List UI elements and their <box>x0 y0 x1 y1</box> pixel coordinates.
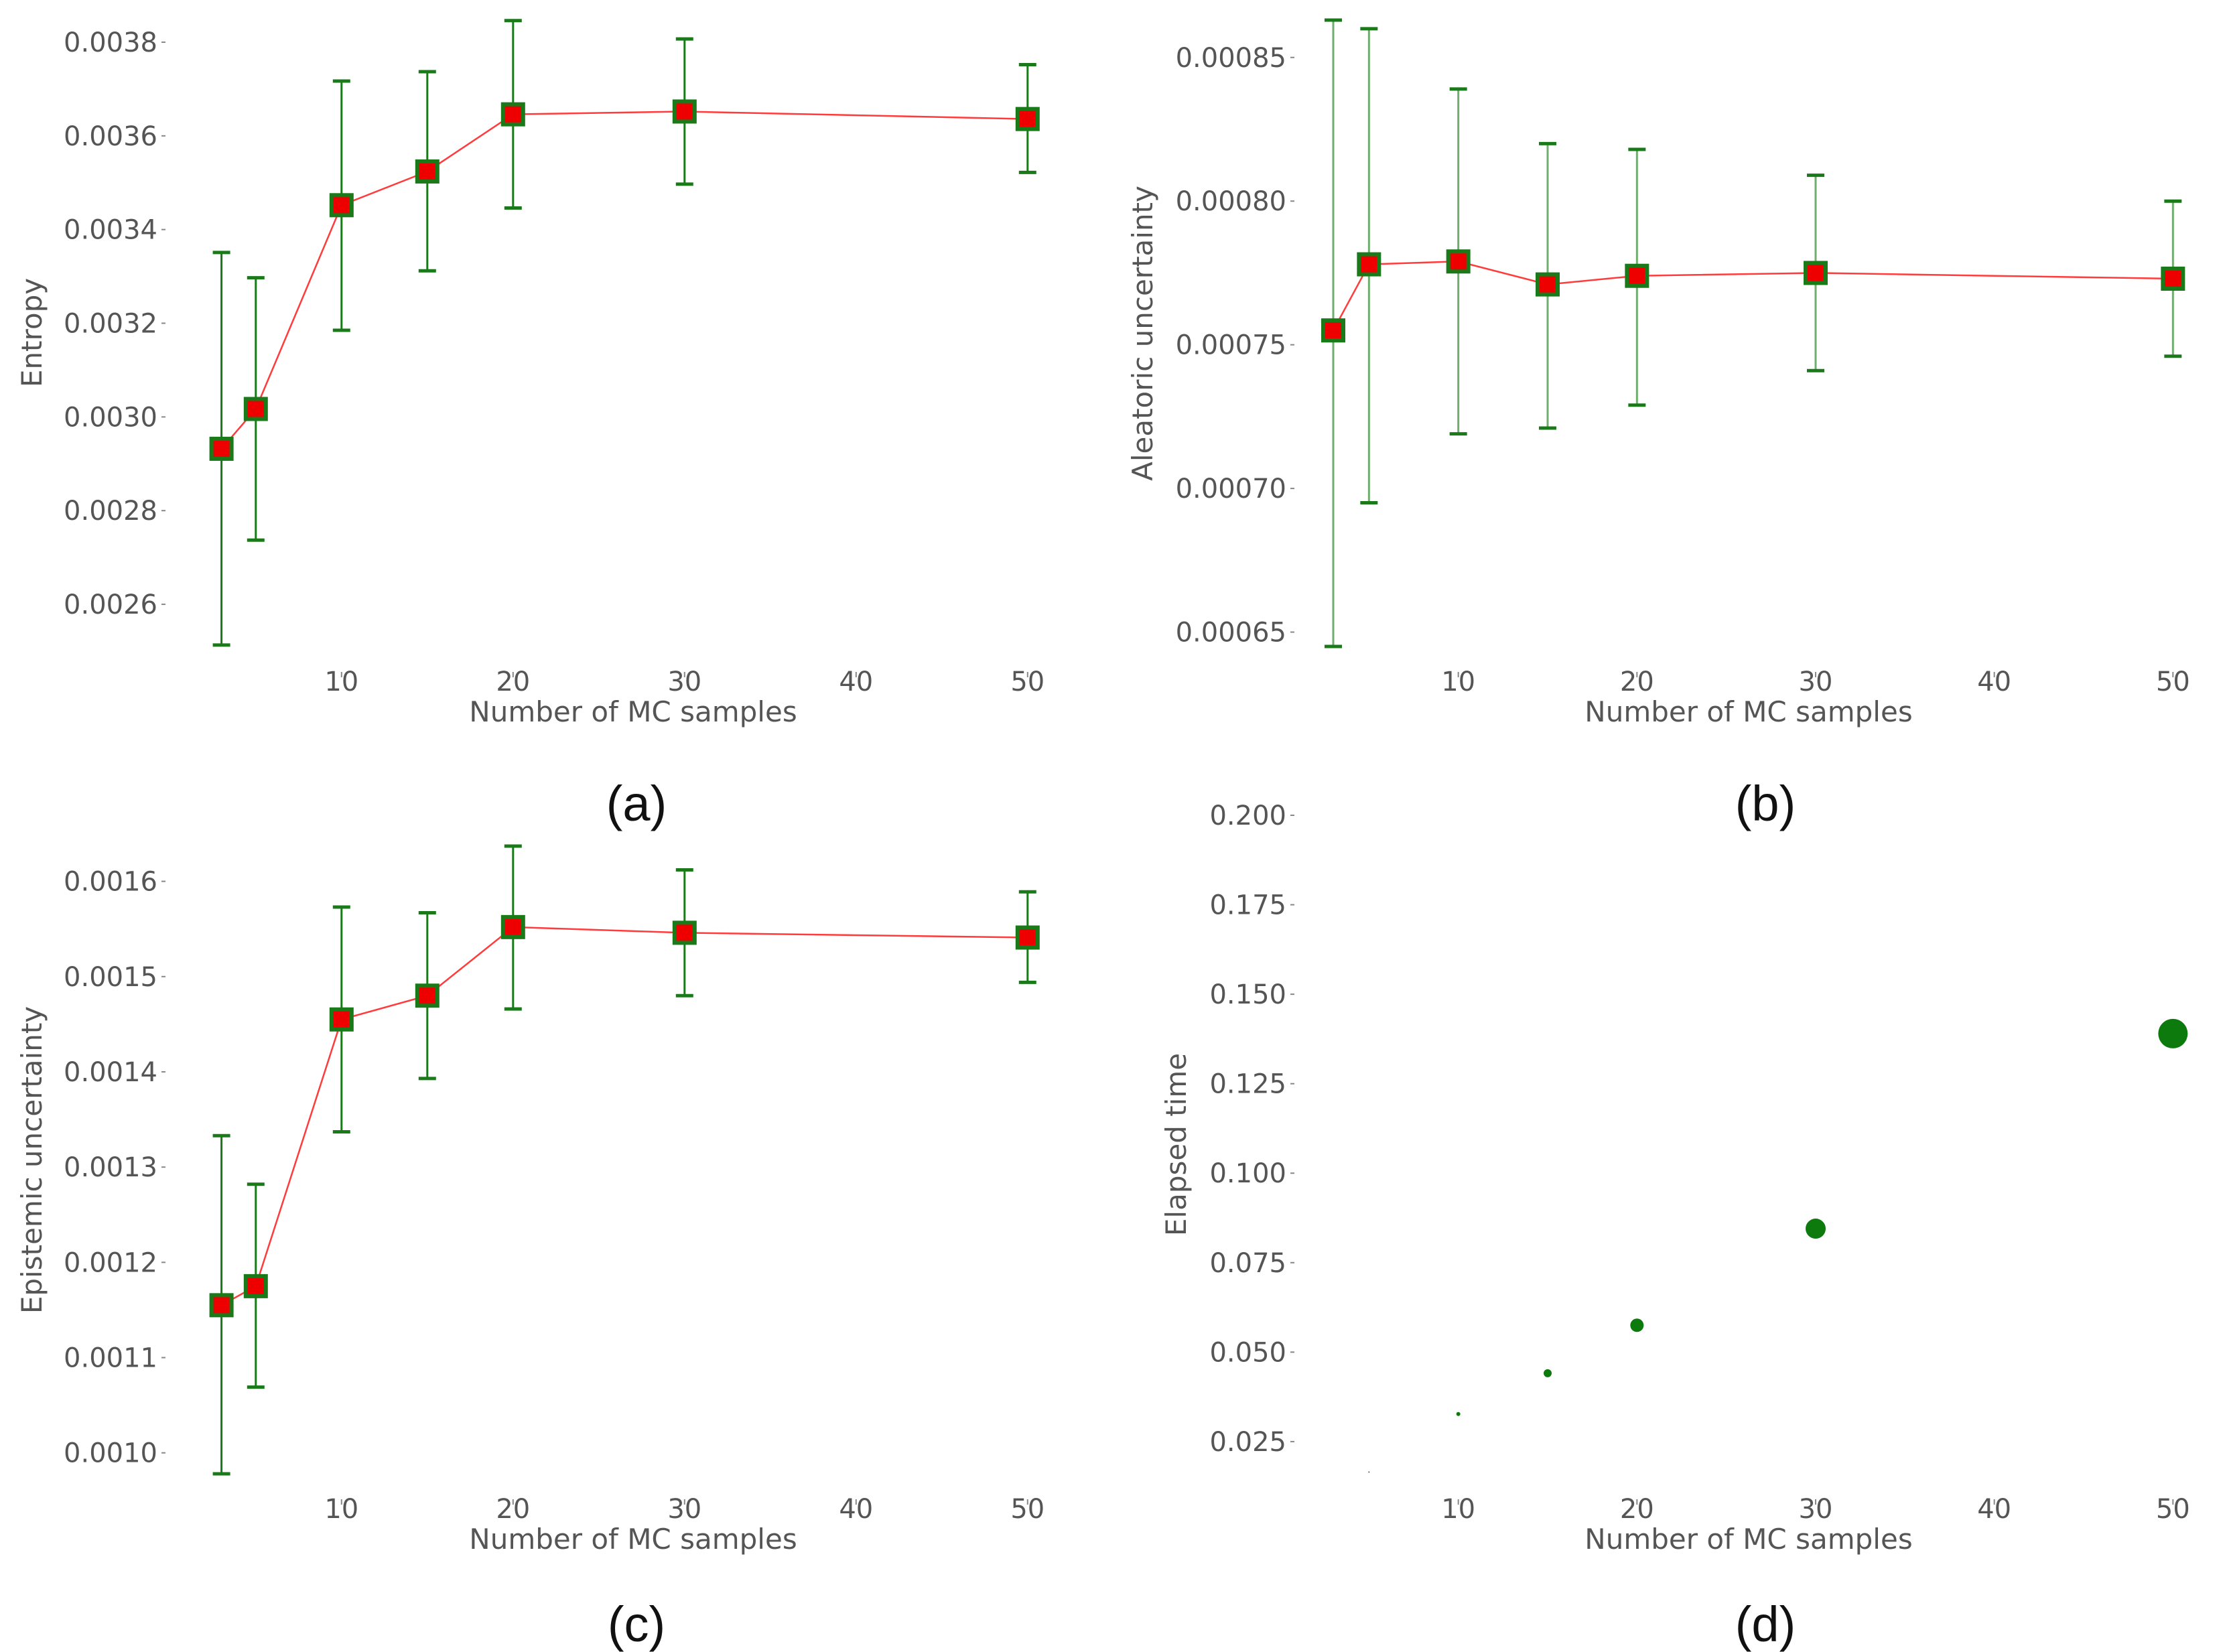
y-tick-label: 0.00075 <box>1176 330 1286 361</box>
y-tick-label: 0.0032 <box>64 309 157 340</box>
x-tick-label: 40 <box>1977 1494 2011 1525</box>
x-tick-label: 20 <box>496 667 530 697</box>
x-tick-label: 30 <box>667 667 701 697</box>
y-tick-label: 0.0036 <box>64 121 157 152</box>
y-tick-label: 0.0011 <box>64 1343 157 1374</box>
x-tick-label: 50 <box>1010 667 1044 697</box>
scatter-point <box>2158 1018 2188 1048</box>
x-tick-label: 30 <box>1799 667 1833 697</box>
y-tick-label: 0.0015 <box>64 962 157 993</box>
y-tick-label: 0.200 <box>1209 801 1286 831</box>
data-point-marker <box>1446 249 1471 274</box>
data-point-marker <box>2161 267 2185 291</box>
data-point-marker <box>1804 261 1828 285</box>
y-axis-label: Epistemic uncertainty <box>15 1006 48 1314</box>
y-tick-label: 0.075 <box>1209 1248 1286 1279</box>
scatter-point <box>1456 1412 1461 1416</box>
data-point-marker <box>209 1293 234 1318</box>
y-tick-label: 0.100 <box>1209 1158 1286 1189</box>
y-tick-label: 0.00080 <box>1176 186 1286 217</box>
data-point-marker <box>1015 925 1040 950</box>
x-tick-label: 20 <box>1620 667 1654 697</box>
y-tick-label: 0.00065 <box>1176 618 1286 648</box>
y-tick-label: 0.00070 <box>1176 474 1286 504</box>
x-axis-label: Number of MC samples <box>1584 1523 1912 1556</box>
x-tick-label: 40 <box>839 667 873 697</box>
data-point-marker <box>329 1007 354 1032</box>
y-tick-label: 0.0014 <box>64 1057 157 1088</box>
panel-label: (a) <box>606 776 667 831</box>
y-tick-label: 0.0012 <box>64 1247 157 1278</box>
y-tick-label: 0.125 <box>1209 1069 1286 1100</box>
x-tick-label: 40 <box>1977 667 2011 697</box>
y-tick-label: 0.175 <box>1209 890 1286 921</box>
x-tick-label: 10 <box>1441 1494 1475 1525</box>
x-tick-label: 10 <box>324 1494 358 1525</box>
x-tick-label: 10 <box>324 667 358 697</box>
panel-label: (c) <box>608 1596 665 1652</box>
data-point-marker <box>415 159 440 184</box>
y-tick-label: 0.0038 <box>64 27 157 58</box>
x-tick-label: 30 <box>667 1494 701 1525</box>
y-tick-label: 0.050 <box>1209 1337 1286 1368</box>
data-point-marker <box>415 983 440 1008</box>
x-axis-label: Number of MC samples <box>469 1523 797 1556</box>
x-tick-label: 50 <box>1010 1494 1044 1525</box>
x-axis-label: Number of MC samples <box>1584 695 1912 728</box>
data-point-marker <box>1536 272 1560 297</box>
data-point-marker <box>672 920 697 945</box>
scatter-point <box>1630 1318 1644 1332</box>
chart-panel-a: 0.0026 0.0028 0.0030 0.0032 0.0034 0.0036 0.00… <box>15 19 1044 831</box>
x-tick-label: 50 <box>2156 1494 2190 1525</box>
data-point-marker <box>500 914 525 939</box>
panels: 0.0026 0.0028 0.0030 0.0032 0.0034 0.0036 0.00… <box>15 18 2190 1652</box>
panel-label: (b) <box>1735 776 1796 831</box>
data-point-marker <box>1015 107 1040 131</box>
scatter-point <box>1544 1369 1552 1377</box>
x-axis-label: Number of MC samples <box>469 695 797 728</box>
data-point-marker <box>209 436 234 461</box>
scatter-point <box>1806 1219 1826 1239</box>
x-tick-label: 40 <box>839 1494 873 1525</box>
y-axis-label: Elapsed time <box>1160 1053 1193 1236</box>
data-point-marker <box>500 102 525 127</box>
panel-label: (d) <box>1735 1596 1796 1652</box>
y-tick-label: 0.0010 <box>64 1438 157 1469</box>
x-tick-label: 20 <box>496 1494 530 1525</box>
scatter-point <box>1368 1471 1370 1473</box>
data-point-marker <box>329 193 354 218</box>
data-point-marker <box>1321 318 1345 343</box>
data-point-marker <box>1625 263 1649 288</box>
y-tick-label: 0.0030 <box>64 402 157 433</box>
y-tick-label: 0.025 <box>1209 1427 1286 1458</box>
data-point-marker <box>243 1274 268 1298</box>
y-axis-label: Aleatoric uncertainty <box>1126 186 1159 481</box>
x-tick-label: 10 <box>1441 667 1475 697</box>
y-tick-label: 0.0016 <box>64 867 157 898</box>
data-point-marker <box>1357 252 1381 277</box>
y-tick-label: 0.0013 <box>64 1152 157 1183</box>
x-tick-label: 50 <box>2156 667 2190 697</box>
y-axis-label: Entropy <box>15 278 48 387</box>
chart-panel-d: 0.025 0.050 0.075 0.100 0.125 0.150 0.175 0.200… <box>1160 801 2190 1652</box>
y-tick-label: 0.150 <box>1209 979 1286 1010</box>
y-tick-label: 0.0028 <box>64 496 157 527</box>
y-tick-label: 0.0034 <box>64 215 157 246</box>
data-point-marker <box>672 99 697 124</box>
y-tick-label: 0.0026 <box>64 590 157 620</box>
x-tick-label: 20 <box>1620 1494 1654 1525</box>
x-tick-label: 30 <box>1799 1494 1833 1525</box>
chart-panel-c: 0.0010 0.0011 0.0012 0.0013 0.0014 0.0015 0.00… <box>15 844 1044 1652</box>
data-point-marker <box>243 397 268 421</box>
y-tick-label: 0.00085 <box>1176 43 1286 74</box>
chart-panel-b: 0.00065 0.00070 0.00075 0.00080 0.00085 10 20 3… <box>1126 18 2190 831</box>
